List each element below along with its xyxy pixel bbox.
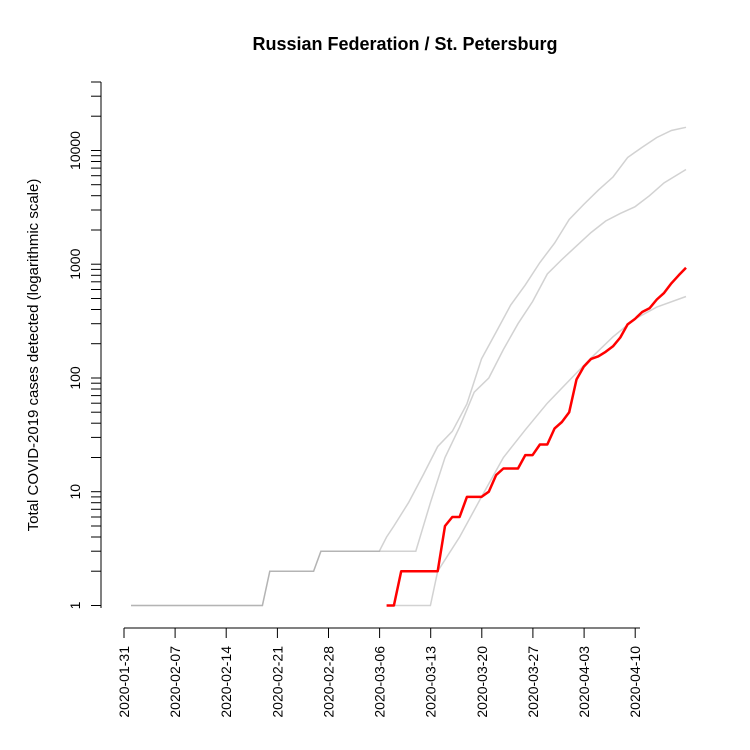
background-series-line	[131, 168, 687, 607]
y-tick-label: 10	[67, 484, 83, 500]
x-tick-label: 2020-02-28	[321, 646, 337, 718]
x-tick-label: 2020-02-21	[269, 646, 285, 718]
y-tick-label: 100	[67, 366, 83, 390]
x-tick-label: 2020-02-14	[218, 646, 234, 718]
x-tick-label: 2020-03-27	[525, 646, 541, 718]
chart-title: Russian Federation / St. Petersburg	[252, 34, 557, 54]
background-series-line	[131, 126, 687, 607]
y-axis: 1 10 100 1000 10000	[67, 81, 102, 609]
highlight-series-line	[386, 266, 687, 607]
x-axis: 2020-01-31 2020-02-07 2020-02-14 2020-02-21…	[116, 627, 643, 718]
x-tick-label: 2020-02-07	[167, 646, 183, 718]
y-tick-label: 1000	[67, 248, 83, 279]
x-tick-label: 2020-03-06	[372, 646, 388, 718]
y-tick-label: 10000	[67, 131, 83, 170]
y-tick-label: 1	[67, 601, 83, 609]
x-tick-label: 2020-04-10	[627, 646, 643, 718]
series-layer	[131, 126, 687, 607]
x-tick-label: 2020-04-03	[576, 646, 592, 718]
x-tick-label: 2020-03-20	[474, 646, 490, 718]
x-tick-label: 2020-01-31	[116, 646, 132, 718]
y-axis-label: Total COVID-2019 cases detected (logarit…	[25, 179, 42, 532]
x-tick-label: 2020-03-13	[423, 646, 439, 718]
